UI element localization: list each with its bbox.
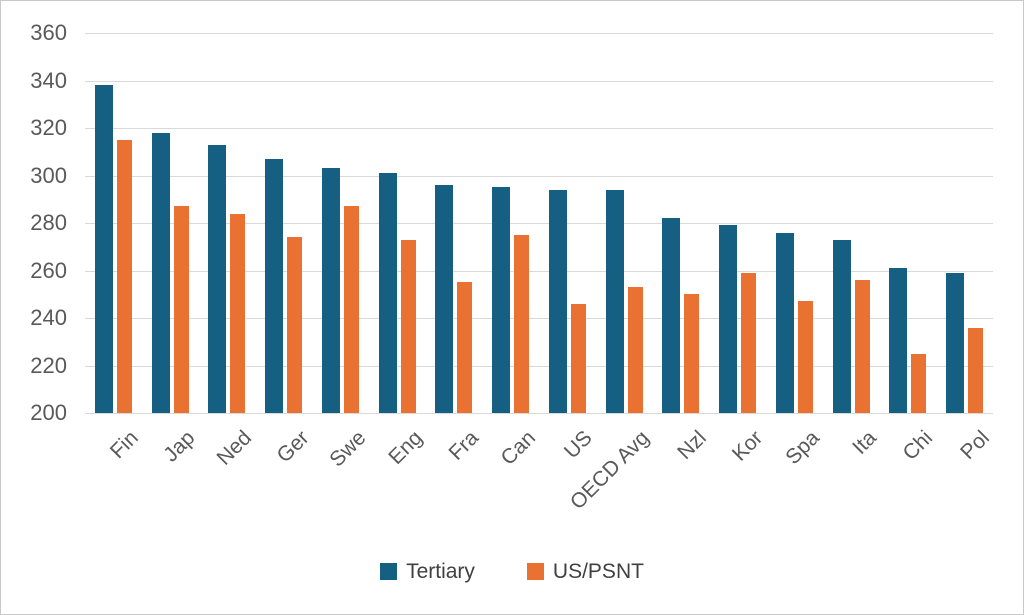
bar-us-psnt-fin <box>116 139 132 413</box>
category-group-can <box>482 33 539 413</box>
y-tick-label: 200 <box>30 400 67 425</box>
bar-us-psnt-swe <box>343 206 359 413</box>
category-group-spa <box>766 33 823 413</box>
category-group-eng <box>369 33 426 413</box>
bar-us-psnt-nzl <box>684 294 700 413</box>
bar-us-psnt-can <box>514 234 530 413</box>
legend-swatch <box>380 563 398 580</box>
x-tick-label: Ned <box>212 426 257 470</box>
bar-tertiary-eng <box>378 173 397 413</box>
x-tick-label: Swe <box>324 426 370 472</box>
bar-tertiary-kor <box>719 225 738 413</box>
x-tick-label: Fin <box>106 426 143 464</box>
bar-us-psnt-ned <box>230 213 246 413</box>
bar-tertiary-nzl <box>662 218 681 413</box>
y-axis-labels: 200 220 240 260 280 300 320 340 360 <box>1 22 67 424</box>
bar-tertiary-swe <box>321 168 340 413</box>
legend-item-tertiary: Tertiary <box>380 561 475 582</box>
legend-swatch <box>526 563 544 580</box>
bar-tertiary-spa <box>775 232 794 413</box>
bar-us-psnt-pol <box>968 327 984 413</box>
x-axis-labels: Fin Jap Ned Ger Swe Eng Fra Can US OECD Avg Nzl Kor… <box>85 413 995 533</box>
category-group-fin <box>85 33 142 413</box>
y-tick-label: 360 <box>30 20 67 45</box>
legend: Tertiary US/PSNT <box>1 561 1023 582</box>
bar-tertiary-can <box>492 187 511 413</box>
x-tick-label: Fra <box>444 426 484 465</box>
bar-tertiary-us <box>548 189 567 413</box>
bar-tertiary-fra <box>435 185 454 413</box>
category-group-pol <box>936 33 993 413</box>
gridline <box>85 128 993 129</box>
category-group-nzl <box>653 33 710 413</box>
y-tick-label: 240 <box>30 305 67 330</box>
x-tick-label: Pol <box>956 426 995 465</box>
legend-item-us-psnt: US/PSNT <box>526 560 644 583</box>
category-group-kor <box>709 33 766 413</box>
category-group-us <box>539 33 596 413</box>
bar-us-psnt-chi <box>911 353 927 413</box>
category-group-ger <box>255 33 312 413</box>
bar-us-psnt-jap <box>173 206 189 413</box>
legend-label: US/PSNT <box>552 560 644 583</box>
gridline <box>85 270 993 272</box>
bar-tertiary-ger <box>265 158 284 413</box>
bar-us-psnt-eng <box>400 239 416 413</box>
x-tick-label: Jap <box>159 426 200 467</box>
x-tick-label: Chi <box>898 426 938 465</box>
bar-tertiary-ita <box>832 239 851 413</box>
bar-tertiary-ned <box>208 144 227 413</box>
bar-us-psnt-oecd-avg <box>627 287 643 413</box>
y-tick-label: 320 <box>30 115 67 140</box>
bar-tertiary-oecd-avg <box>605 189 624 413</box>
gridline <box>85 318 993 319</box>
category-group-swe <box>312 33 369 413</box>
gridline <box>85 413 993 414</box>
category-group-ita <box>823 33 880 413</box>
x-tick-label: Can <box>496 426 541 470</box>
x-tick-label: Eng <box>383 426 427 469</box>
category-group-chi <box>880 33 937 413</box>
category-group-fra <box>426 33 483 413</box>
x-tick-label: Ger <box>272 426 314 468</box>
y-tick-label: 300 <box>30 162 67 188</box>
bar-us-psnt-us <box>570 303 586 413</box>
gridline <box>85 223 993 224</box>
y-tick-label: 280 <box>30 210 67 235</box>
bar-tertiary-jap <box>151 132 170 413</box>
gridline <box>85 175 993 177</box>
legend-label: Tertiary <box>406 560 475 583</box>
x-tick-label: Ita <box>847 426 881 460</box>
x-tick-label: Spa <box>781 426 824 469</box>
plot-area <box>85 33 993 414</box>
bar-tertiary-fin <box>94 85 113 413</box>
category-group-jap <box>142 33 199 413</box>
bar-tertiary-pol <box>946 272 965 413</box>
x-tick-label: US <box>560 426 597 464</box>
gridline <box>85 80 993 82</box>
bar-us-psnt-ita <box>854 280 870 413</box>
bar-us-psnt-kor <box>741 272 757 413</box>
bar-us-psnt-spa <box>797 301 813 413</box>
bar-tertiary-chi <box>889 268 908 413</box>
y-tick-label: 220 <box>30 352 67 378</box>
x-tick-label: Kor <box>727 426 768 466</box>
bar-us-psnt-ger <box>287 237 303 413</box>
y-tick-label: 340 <box>30 67 67 93</box>
category-group-oecd-avg <box>596 33 653 413</box>
gridline <box>85 33 993 34</box>
bar-us-psnt-fra <box>457 282 473 413</box>
y-tick-label: 260 <box>30 257 67 283</box>
x-tick-label: Nzl <box>672 426 711 465</box>
gridline <box>85 365 993 367</box>
category-group-ned <box>199 33 256 413</box>
